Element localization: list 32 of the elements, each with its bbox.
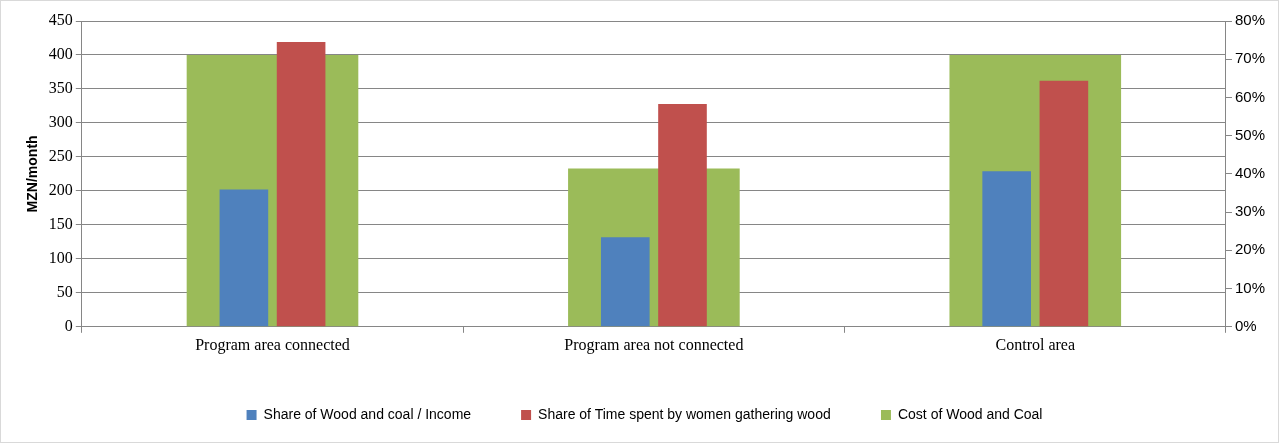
y-tick-label: 200 (48, 181, 73, 199)
bar (276, 42, 326, 327)
y-tick-label: 300 (48, 113, 73, 131)
y-tick-label: 350 (48, 79, 73, 97)
y-tick-label: 250 (48, 147, 73, 165)
y2-tick-label: 50% (1234, 125, 1266, 143)
x-tick-label: Program area not connected (564, 335, 744, 354)
y-axis-title: MZN/month (24, 135, 41, 213)
y2-tick-label: 70% (1234, 49, 1266, 67)
y-tick-label: 450 (48, 11, 73, 29)
y-tick-label: 50 (56, 283, 73, 301)
bar (982, 171, 1031, 327)
y2-tick-label: 20% (1234, 240, 1266, 258)
y-tick-label: 100 (48, 249, 73, 267)
y2-tick-label: 40% (1234, 164, 1266, 182)
legend-label: Share of Wood and coal / Income (263, 405, 472, 422)
x-tick-label: Program area connected (195, 335, 350, 354)
y-tick-label: 400 (48, 45, 73, 63)
y2-tick-label: 60% (1234, 87, 1266, 105)
bar (219, 189, 269, 327)
y2-tick-label: 10% (1234, 278, 1266, 296)
y2-tick-label: 80% (1234, 11, 1266, 29)
bar (658, 103, 707, 327)
y2-tick-label: 30% (1234, 202, 1266, 220)
y-tick-label: 150 (48, 215, 73, 233)
y-tick-label: 0 (64, 317, 73, 334)
legend-label: Cost of Wood and Coal (897, 405, 1043, 422)
x-tick-label: Control area (995, 335, 1076, 353)
bar (600, 237, 650, 327)
y2-tick-label: 0% (1234, 316, 1257, 334)
legend-label: Share of Time spent by women gathering wood (538, 405, 831, 422)
bar (1039, 80, 1089, 327)
